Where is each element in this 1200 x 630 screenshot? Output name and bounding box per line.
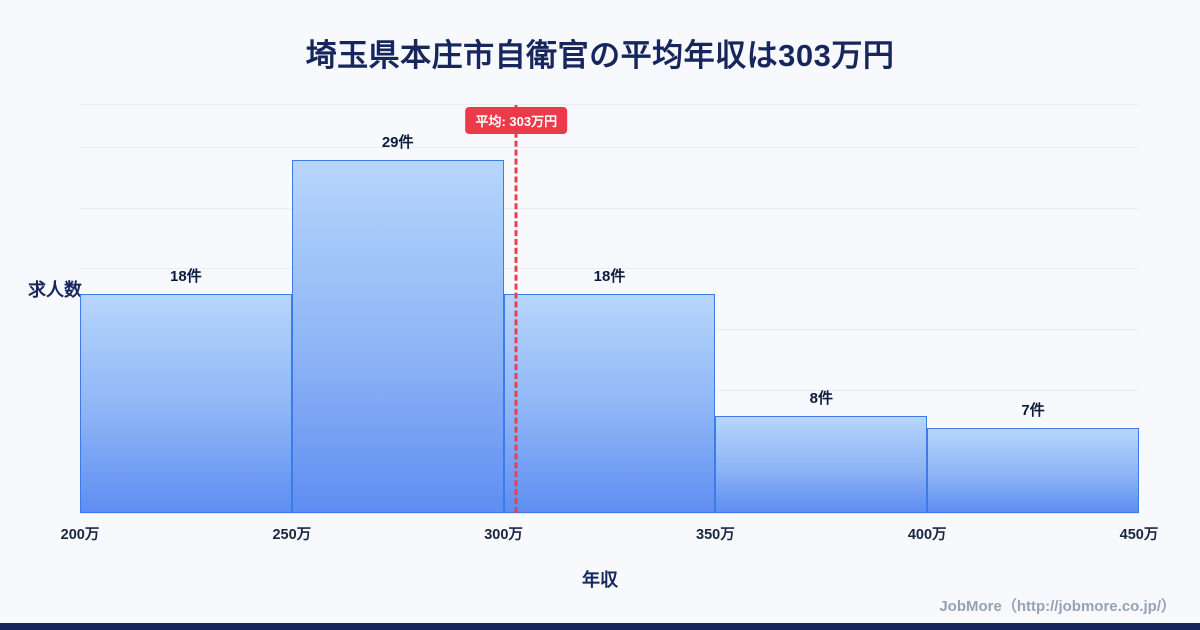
x-axis-label: 年収: [582, 570, 618, 590]
y-axis-label: 求人数: [28, 280, 82, 300]
bar-value-label: 8件: [809, 389, 833, 407]
footer-bar: [0, 623, 1200, 630]
page-title: 埼玉県本庄市自衛官の平均年収は303万円: [305, 38, 895, 73]
histogram-bar: [80, 293, 292, 513]
x-axis-tick-label: 450万: [1119, 527, 1159, 543]
histogram-bar: [715, 415, 928, 513]
x-axis-tick-label: 400万: [907, 527, 947, 543]
gridline: [80, 146, 1139, 148]
x-axis-tick-label: 200万: [60, 527, 100, 543]
gridline: [80, 207, 1139, 209]
chart-plot-area: 平均: 303万円 18件 29件 18件 8件 7件 200万 250万 300万 350万 4…: [61, 104, 1158, 543]
histogram-bar: [503, 293, 716, 513]
x-axis-tick-label: 350万: [696, 527, 735, 543]
histogram-bar: [927, 427, 1139, 513]
x-axis-tick-label: 250万: [272, 527, 312, 543]
average-line: [514, 105, 518, 513]
histogram-bar: [291, 159, 504, 513]
bar-value-label: 18件: [170, 267, 202, 285]
x-axis-tick-label: 300万: [484, 527, 523, 543]
gridline: [80, 268, 1139, 270]
bar-value-label: 7件: [1021, 401, 1045, 419]
average-badge: 平均: 303万円: [465, 107, 568, 134]
footer-credit: JobMore（http://jobmore.co.jp/）: [939, 598, 1176, 615]
bar-value-label: 29件: [381, 133, 414, 151]
bar-value-label: 18件: [593, 267, 626, 285]
